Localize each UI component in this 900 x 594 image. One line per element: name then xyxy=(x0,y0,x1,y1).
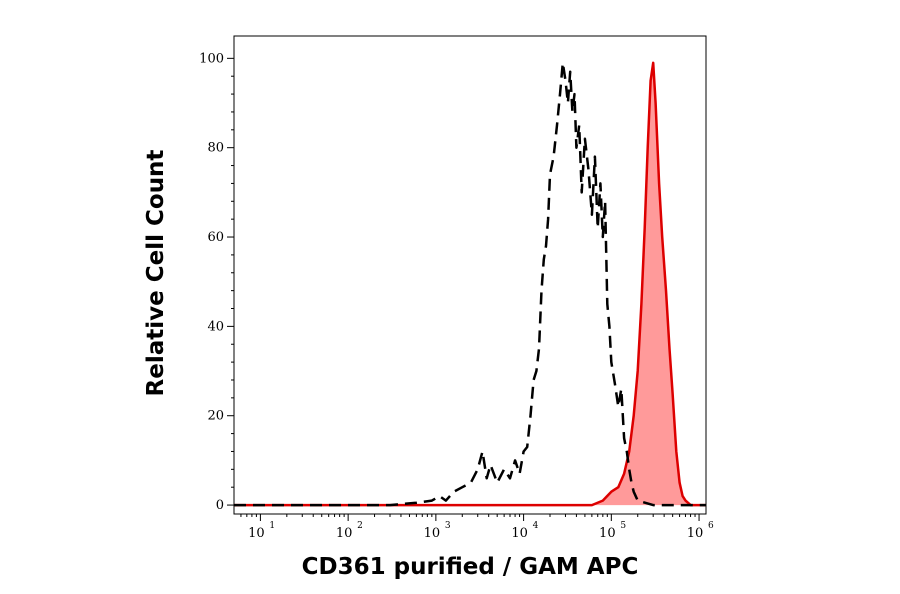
x-tick-exponent: 4 xyxy=(533,521,539,531)
x-tick-label: 10 xyxy=(248,526,265,541)
plot-frame xyxy=(233,35,707,515)
y-axis-label: Relative Cell Count xyxy=(143,150,169,397)
x-tick-exponent: 3 xyxy=(445,521,451,531)
x-tick-label: 10 xyxy=(424,526,441,541)
x-axis-label: CD361 purified / GAM APC xyxy=(302,554,639,580)
y-axis: 0 20 40 60 80 100 xyxy=(199,51,234,513)
series-layer xyxy=(234,61,706,507)
stained-outline xyxy=(234,61,706,507)
y-tick-label: 100 xyxy=(199,51,224,66)
x-tick-exponent: 1 xyxy=(269,521,275,531)
x-tick-label: 10 xyxy=(599,526,616,541)
y-tick-label: 40 xyxy=(207,319,224,334)
y-tick-label: 60 xyxy=(207,230,224,245)
x-tick-exponent: 6 xyxy=(708,521,714,531)
x-tick-label: 10 xyxy=(687,526,704,541)
x-axis: 10 1 10 2 10 3 10 4 10 5 10 6 xyxy=(240,514,714,541)
x-tick-label: 10 xyxy=(336,526,353,541)
isotype-dashed-line xyxy=(234,61,706,507)
y-tick-label: 0 xyxy=(216,498,224,513)
stained-fill-area xyxy=(234,62,706,506)
y-tick-label: 20 xyxy=(207,409,224,424)
x-tick-exponent: 2 xyxy=(357,521,363,531)
x-tick-label: 10 xyxy=(511,526,528,541)
y-tick-label: 80 xyxy=(207,141,224,156)
x-tick-exponent: 5 xyxy=(620,521,626,531)
